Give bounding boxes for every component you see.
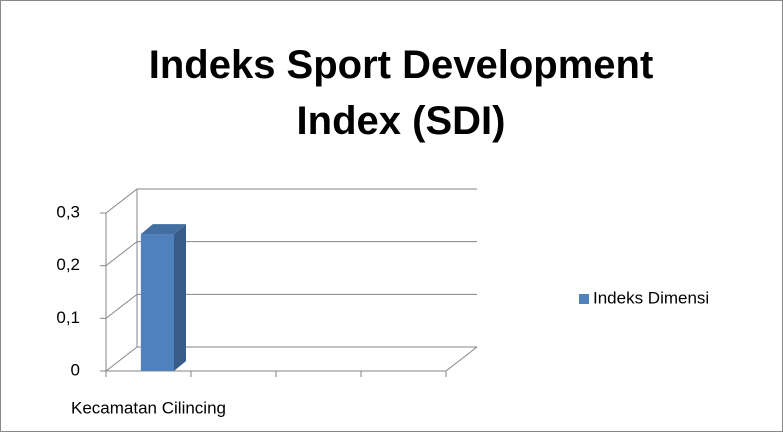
bar-side (174, 224, 186, 371)
grid-line (105, 188, 138, 214)
bar (140, 234, 174, 371)
bar-top (140, 224, 186, 235)
y-tick-label: 0,3 (56, 202, 80, 221)
grid-line (105, 346, 138, 372)
chart-title: Indeks Sport Development Index (SDI) (148, 43, 654, 143)
x-tick-label: Kecamatan Cilincing (71, 398, 226, 417)
legend-label: Indeks Dimensi (593, 288, 709, 307)
legend-swatch (579, 294, 589, 304)
y-tick-label: 0,1 (56, 308, 80, 327)
floor-edge (445, 346, 478, 372)
grid-line (105, 241, 138, 267)
y-tick-label: 0,2 (56, 255, 80, 274)
grid-line (105, 293, 138, 319)
y-tick-label: 0 (71, 360, 80, 379)
